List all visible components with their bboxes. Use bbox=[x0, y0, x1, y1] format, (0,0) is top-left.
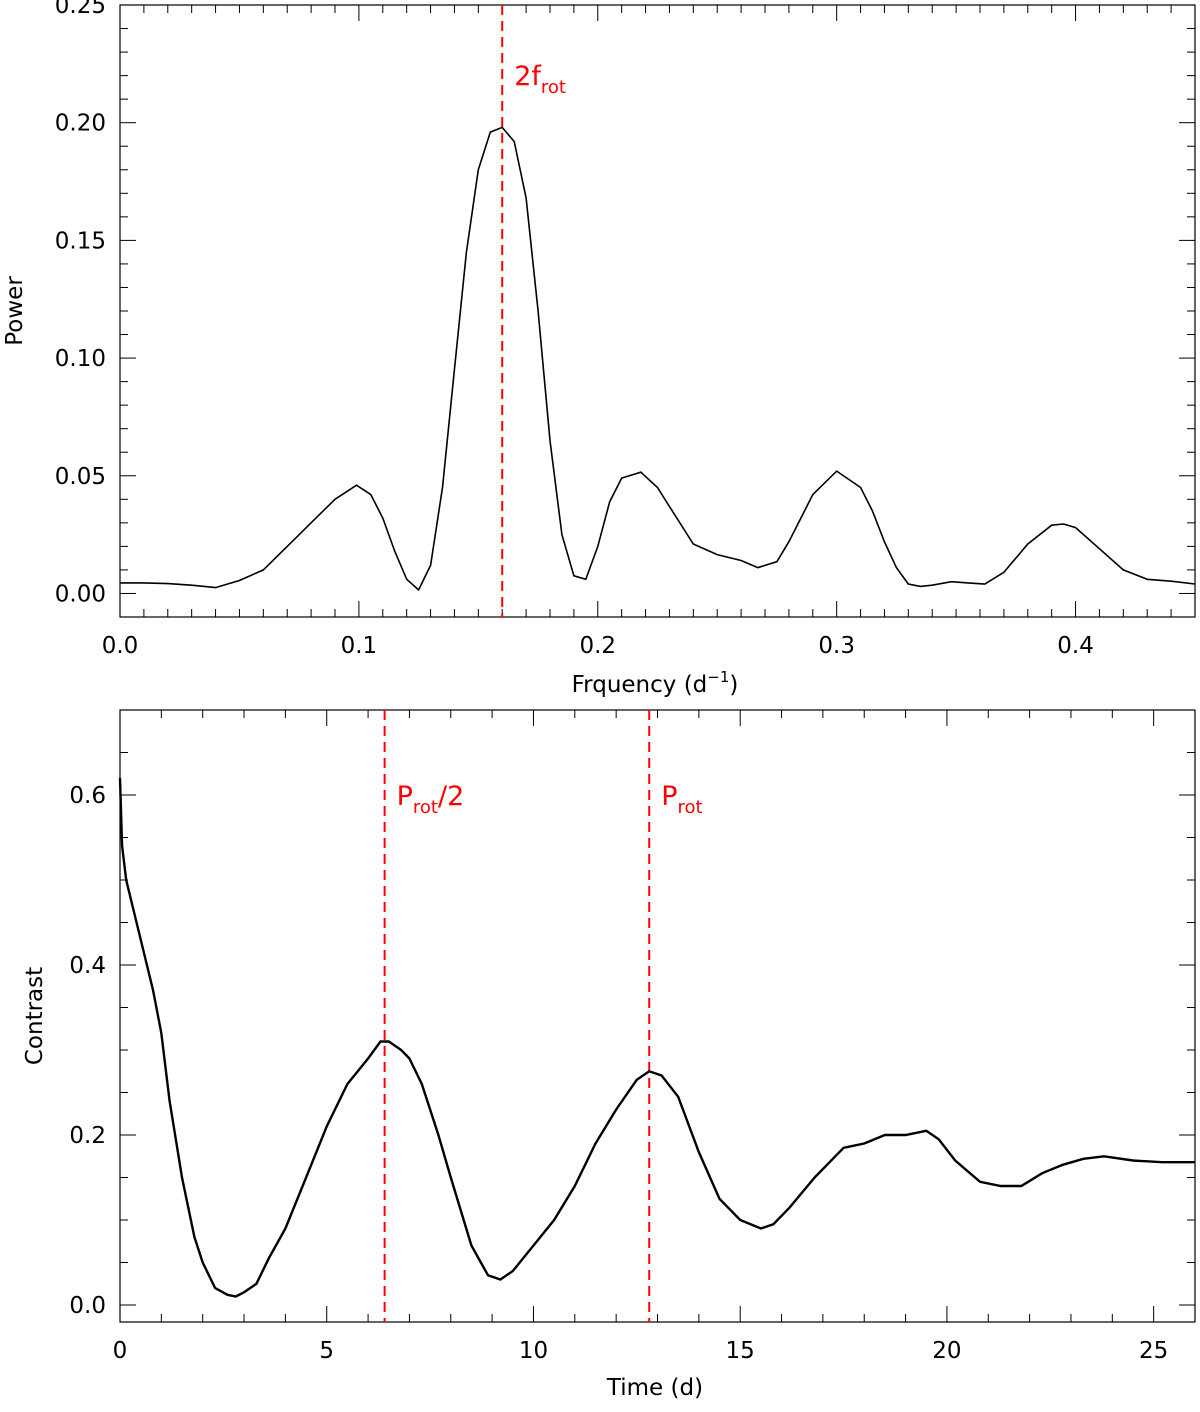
reference-label: Prot/2 bbox=[397, 781, 465, 818]
reference-label-main: P bbox=[661, 781, 677, 812]
y-axis-tick-labels: 0.0 0.2 0.4 0.6 bbox=[69, 783, 106, 1319]
x-axis-title: Frquency (d−1) bbox=[572, 668, 739, 698]
y-axis-title: Contrast bbox=[22, 967, 48, 1065]
y-tick-label: 0.2 bbox=[69, 1123, 106, 1149]
reference-label-main: 2f bbox=[514, 61, 542, 92]
contrast-panel: 0 5 10 15 20 25 0.00.20.40.6 Prot/2 Prot Time … bbox=[22, 709, 1196, 1401]
x-tick-label: 0.2 bbox=[579, 633, 616, 659]
x-axis-tick-labels: 0.0 0.1 0.2 0.3 0.4 bbox=[102, 633, 1094, 659]
x-tick-label: 0.0 bbox=[102, 633, 139, 659]
y-axis-tick-labels: 0.00 0.05 0.10 0.15 0.20 0.25 bbox=[55, 0, 106, 607]
x-axis-title-superscript: −1 bbox=[707, 668, 729, 686]
reference-label: Prot bbox=[661, 781, 702, 818]
y-tick-label: 0.20 bbox=[55, 111, 106, 137]
y-tick-label: 0.10 bbox=[55, 346, 106, 372]
y-tick-label: 0.25 bbox=[55, 0, 106, 19]
reference-lines: 2frot bbox=[501, 5, 566, 617]
x-tick-label: 0.1 bbox=[341, 633, 378, 659]
reference-lines: Prot/2 Prot bbox=[383, 710, 703, 1322]
axis-ticks bbox=[119, 709, 1196, 1322]
contrast-curve bbox=[118, 777, 1195, 1298]
y-tick-label: 0.6 bbox=[69, 783, 106, 809]
reference-label-main: P bbox=[397, 781, 413, 812]
y-tick-label: 0.15 bbox=[55, 228, 106, 254]
power-curve bbox=[120, 126, 1196, 592]
x-tick-label: 20 bbox=[932, 1338, 961, 1364]
x-tick-label: 0.3 bbox=[818, 633, 855, 659]
reference-label-subscript: rot bbox=[541, 77, 566, 98]
y-tick-label: 0.05 bbox=[55, 464, 106, 490]
y-tick-label: 0.4 bbox=[69, 953, 106, 979]
x-tick-label: 5 bbox=[319, 1338, 334, 1364]
reference-label-tail: /2 bbox=[438, 781, 464, 812]
power-spectrum-panel: 0.0 0.1 0.2 0.3 0.4 0.00 0.05 0.10 0.15 0.20 0.25… bbox=[2, 0, 1196, 698]
y-tick-label: 0.00 bbox=[55, 581, 106, 607]
x-axis-title: Time (d) bbox=[606, 1375, 703, 1401]
y-axis-title: Power bbox=[2, 276, 28, 346]
x-axis-tick-labels: 0 5 10 15 20 25 bbox=[113, 1338, 1169, 1364]
x-tick-label: 0 bbox=[113, 1338, 128, 1364]
reference-label-subscript: rot bbox=[678, 797, 703, 818]
x-tick-label: 0.4 bbox=[1057, 633, 1094, 659]
reference-label-subscript: rot bbox=[413, 797, 438, 818]
x-tick-label: 10 bbox=[519, 1338, 548, 1364]
x-axis-title-tail: ) bbox=[729, 672, 738, 698]
reference-label: 2frot bbox=[514, 61, 566, 98]
axis-ticks bbox=[119, 4, 1196, 618]
x-tick-label: 15 bbox=[726, 1338, 755, 1364]
x-tick-label: 25 bbox=[1139, 1338, 1168, 1364]
y-tick-label: 0.0 bbox=[69, 1293, 106, 1319]
